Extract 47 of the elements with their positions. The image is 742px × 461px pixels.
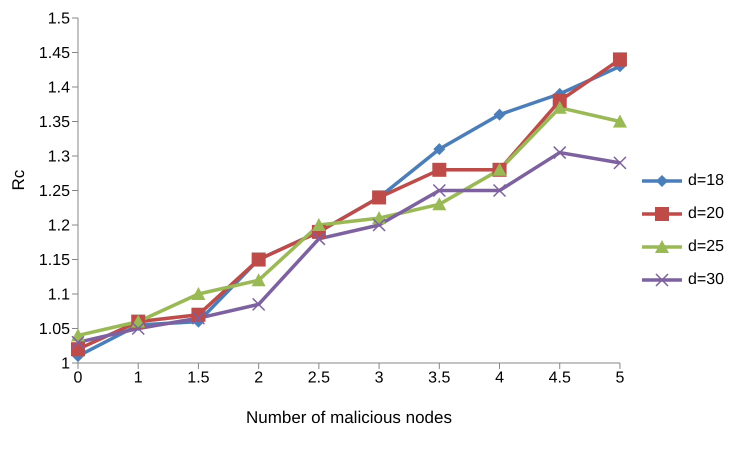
y-tick-label: 1.25 [38,183,70,200]
point [613,156,627,170]
y-tick-label: 1 [61,356,70,373]
y-tick-label: 1.15 [38,252,70,270]
point [312,232,326,246]
point [71,336,85,350]
point [131,322,145,336]
point [433,143,446,156]
point [252,273,266,286]
point [492,184,506,198]
x-tick-label: 3 [374,369,384,386]
x-tick-label: 0 [74,369,83,386]
x-tick-label: 1 [134,369,143,386]
y-axis-title: Rc [9,169,28,190]
point [552,100,567,114]
x-tick-label: 5 [616,369,624,386]
point [552,146,566,160]
point [494,108,506,121]
point [372,218,386,232]
point [191,287,206,300]
legend-label: d=18 [688,172,724,190]
legend-label: d=25 [688,238,724,256]
point [432,162,446,177]
y-tick-label: 1.2 [48,218,70,235]
point [432,184,446,198]
point [312,218,326,231]
legend-label: d=30 [688,271,724,289]
y-tick-label: 1.4 [48,80,70,97]
x-tick-label: 2 [254,369,264,386]
y-tick-label: 1.1 [48,286,70,304]
x-axis-title: Number of malicious nodes [246,408,452,427]
legend-label: d=20 [688,205,724,223]
x-tick-label: 4.5 [548,369,571,386]
y-tick-label: 1.3 [48,148,70,166]
y-tick-label: 1.45 [38,45,70,62]
x-tick-label: 2.5 [308,369,330,386]
point [612,52,627,66]
point [432,197,446,210]
x-tick-label: 4 [495,369,504,386]
x-tick-label: 1.5 [187,369,210,386]
point [612,114,627,128]
point [252,298,266,312]
y-tick-label: 1.35 [38,114,70,132]
y-tick-label: 1.5 [48,10,70,28]
point [192,311,206,325]
y-tick-label: 1.05 [38,321,70,338]
x-tick-label: 3.5 [428,369,451,386]
